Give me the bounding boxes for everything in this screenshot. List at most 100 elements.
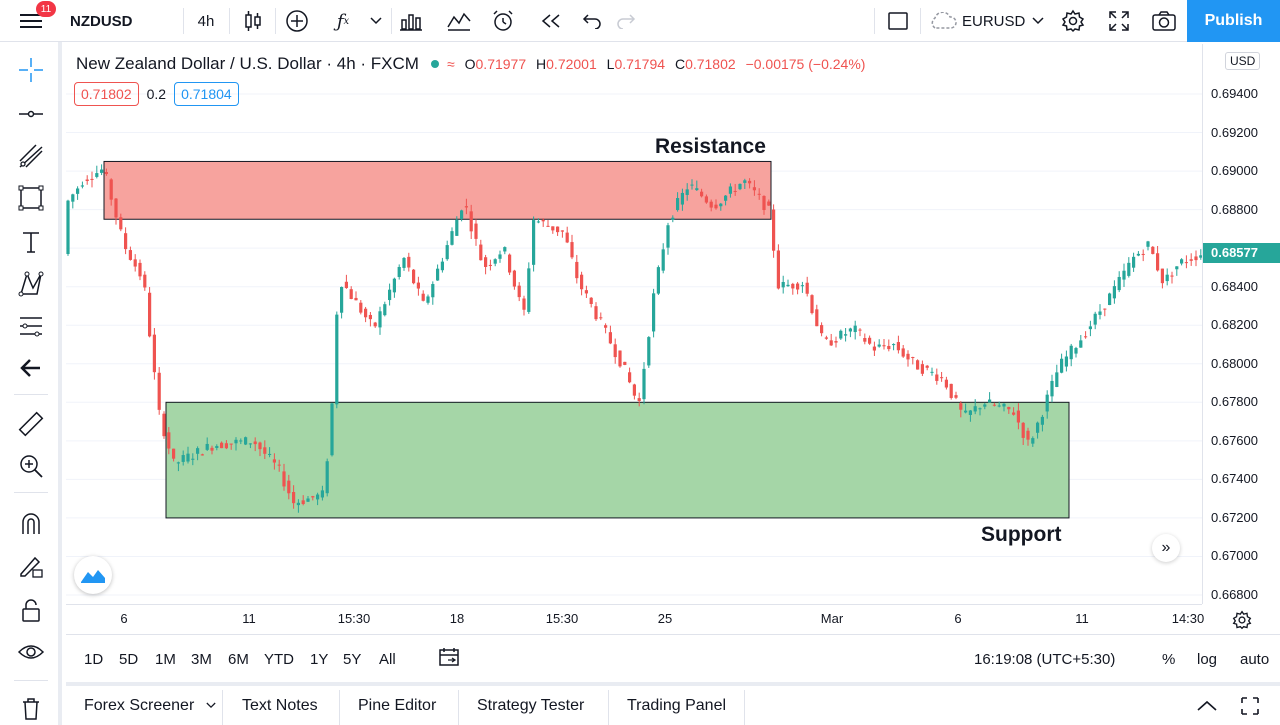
time-tick-label: 6: [954, 611, 962, 626]
add-indicator-icon[interactable]: [282, 0, 312, 42]
trash-icon[interactable]: [12, 690, 50, 725]
buy-button[interactable]: 0.71804: [174, 82, 239, 106]
layout-icon[interactable]: [884, 0, 912, 42]
drawing-toolbar: [0, 42, 62, 725]
financials-icon[interactable]: [396, 0, 426, 42]
menu-icon[interactable]: [16, 0, 46, 42]
replay-icon[interactable]: [536, 0, 566, 42]
pitchfork-icon[interactable]: [12, 138, 50, 174]
candle-body: [114, 198, 118, 218]
cloud-icon[interactable]: [926, 0, 960, 42]
range-button-6m[interactable]: 6M: [228, 651, 249, 668]
templates-icon[interactable]: [444, 0, 474, 42]
undo-icon[interactable]: [578, 0, 606, 42]
chevron-down-icon[interactable]: [364, 0, 388, 42]
candle-body: [1069, 345, 1073, 360]
compare-symbol[interactable]: EURUSD: [962, 12, 1026, 30]
trend-line-icon[interactable]: [12, 96, 50, 132]
candle-body: [728, 186, 732, 194]
candle-body: [287, 480, 291, 494]
redo-icon[interactable]: [612, 0, 640, 42]
time-tick-label: 25: [657, 611, 673, 626]
rectangle-icon[interactable]: [12, 180, 50, 216]
fullscreen-icon[interactable]: [1104, 0, 1134, 42]
lock-drawing-pencil-icon[interactable]: [12, 548, 50, 584]
price-axis[interactable]: USD 0.694000.692000.690000.688000.686000…: [1202, 44, 1280, 604]
candle-body: [344, 281, 348, 289]
time-axis[interactable]: 6 11 15:30 18 15:30 25 Mar 6 11 14:30: [66, 604, 1204, 634]
candle-body: [805, 282, 809, 294]
candle-body: [421, 293, 425, 301]
interval-button[interactable]: 4h: [197, 12, 215, 30]
text-tool-icon[interactable]: [12, 224, 50, 260]
clock-time[interactable]: 16:19:08 (UTC+5:30): [974, 651, 1116, 668]
candle-body: [416, 282, 420, 289]
candle-body: [1122, 270, 1126, 280]
auto-toggle[interactable]: auto: [1240, 651, 1270, 668]
candle-body: [210, 447, 214, 451]
log-toggle[interactable]: log: [1197, 651, 1218, 668]
price-chart[interactable]: [66, 44, 1202, 604]
collapse-panel-chevron-up-icon[interactable]: [1196, 686, 1218, 725]
candle-body: [719, 203, 723, 207]
candle-body: [978, 408, 982, 410]
candle-body: [800, 285, 804, 287]
alert-icon[interactable]: [488, 0, 518, 42]
eye-icon[interactable]: [12, 634, 50, 670]
tab-text-notes[interactable]: Text Notes: [242, 696, 318, 714]
tradingview-logo-icon[interactable]: [74, 556, 112, 594]
symbol-search[interactable]: NZDUSD: [70, 12, 133, 30]
range-button-5y[interactable]: 5Y: [343, 651, 362, 668]
currency-label[interactable]: USD: [1225, 52, 1261, 70]
prediction-icon[interactable]: [12, 308, 50, 344]
tab-pine-editor[interactable]: Pine Editor: [358, 696, 437, 714]
candle-body: [748, 180, 752, 184]
lock-icon[interactable]: [12, 592, 50, 628]
publish-button[interactable]: Publish: [1187, 0, 1280, 42]
range-button-1y[interactable]: 1Y: [310, 651, 329, 668]
chart-pane[interactable]: New Zealand Dollar / U.S. Dollar · 4h · …: [66, 44, 1202, 604]
candle-body: [786, 284, 790, 287]
candle-body: [829, 340, 833, 346]
range-button-1d[interactable]: 1D: [84, 651, 104, 668]
tab-strategy-tester[interactable]: Strategy Tester: [477, 696, 585, 714]
zoom-in-icon[interactable]: [12, 448, 50, 484]
range-button-all[interactable]: All: [379, 651, 396, 668]
sell-button[interactable]: 0.71802: [74, 82, 139, 106]
candle-body: [157, 372, 161, 410]
chart-settings-gear-icon[interactable]: [1228, 608, 1256, 632]
percent-toggle[interactable]: %: [1162, 651, 1176, 668]
candle-body: [229, 443, 233, 445]
magnet-icon[interactable]: [12, 506, 50, 542]
range-button-5d[interactable]: 5D: [119, 651, 139, 668]
range-button-1m[interactable]: 1M: [155, 651, 176, 668]
candle-body: [1055, 372, 1059, 387]
candle-body: [80, 185, 84, 187]
price-tick-label: 0.69000: [1211, 163, 1258, 179]
maximize-panel-icon[interactable]: [1240, 686, 1260, 725]
range-button-3m[interactable]: 3M: [191, 651, 212, 668]
crosshair-icon[interactable]: [12, 52, 50, 88]
date-range-bar: 1D 5D 1M 3M 6M YTD 1Y 5Y All 16:19:08 (UTC+5:30)…: [66, 634, 1280, 682]
range-button-ytd[interactable]: YTD: [264, 651, 294, 668]
camera-icon[interactable]: [1148, 0, 1180, 42]
ruler-icon[interactable]: [12, 406, 50, 442]
forex-screener-chevron-down-icon[interactable]: [206, 686, 216, 725]
compare-chevron-down-icon[interactable]: [1028, 0, 1048, 42]
candle-body: [100, 169, 104, 173]
pattern-icon[interactable]: [12, 266, 50, 302]
candle-body: [1199, 255, 1202, 258]
candle-body: [1189, 259, 1193, 261]
time-tick-label: Mar: [820, 611, 844, 626]
tab-forex-screener[interactable]: Forex Screener: [84, 696, 195, 714]
scroll-to-realtime-icon[interactable]: »: [1152, 534, 1180, 562]
gear-icon[interactable]: [1058, 0, 1088, 42]
candles-icon[interactable]: [238, 0, 268, 42]
candle-body: [906, 353, 910, 360]
tab-trading-panel[interactable]: Trading Panel: [627, 696, 727, 714]
hide-toolbar-arrow-icon[interactable]: [12, 350, 50, 386]
candle-body: [940, 377, 944, 379]
candle-body: [450, 231, 454, 245]
goto-date-icon[interactable]: [438, 647, 460, 671]
